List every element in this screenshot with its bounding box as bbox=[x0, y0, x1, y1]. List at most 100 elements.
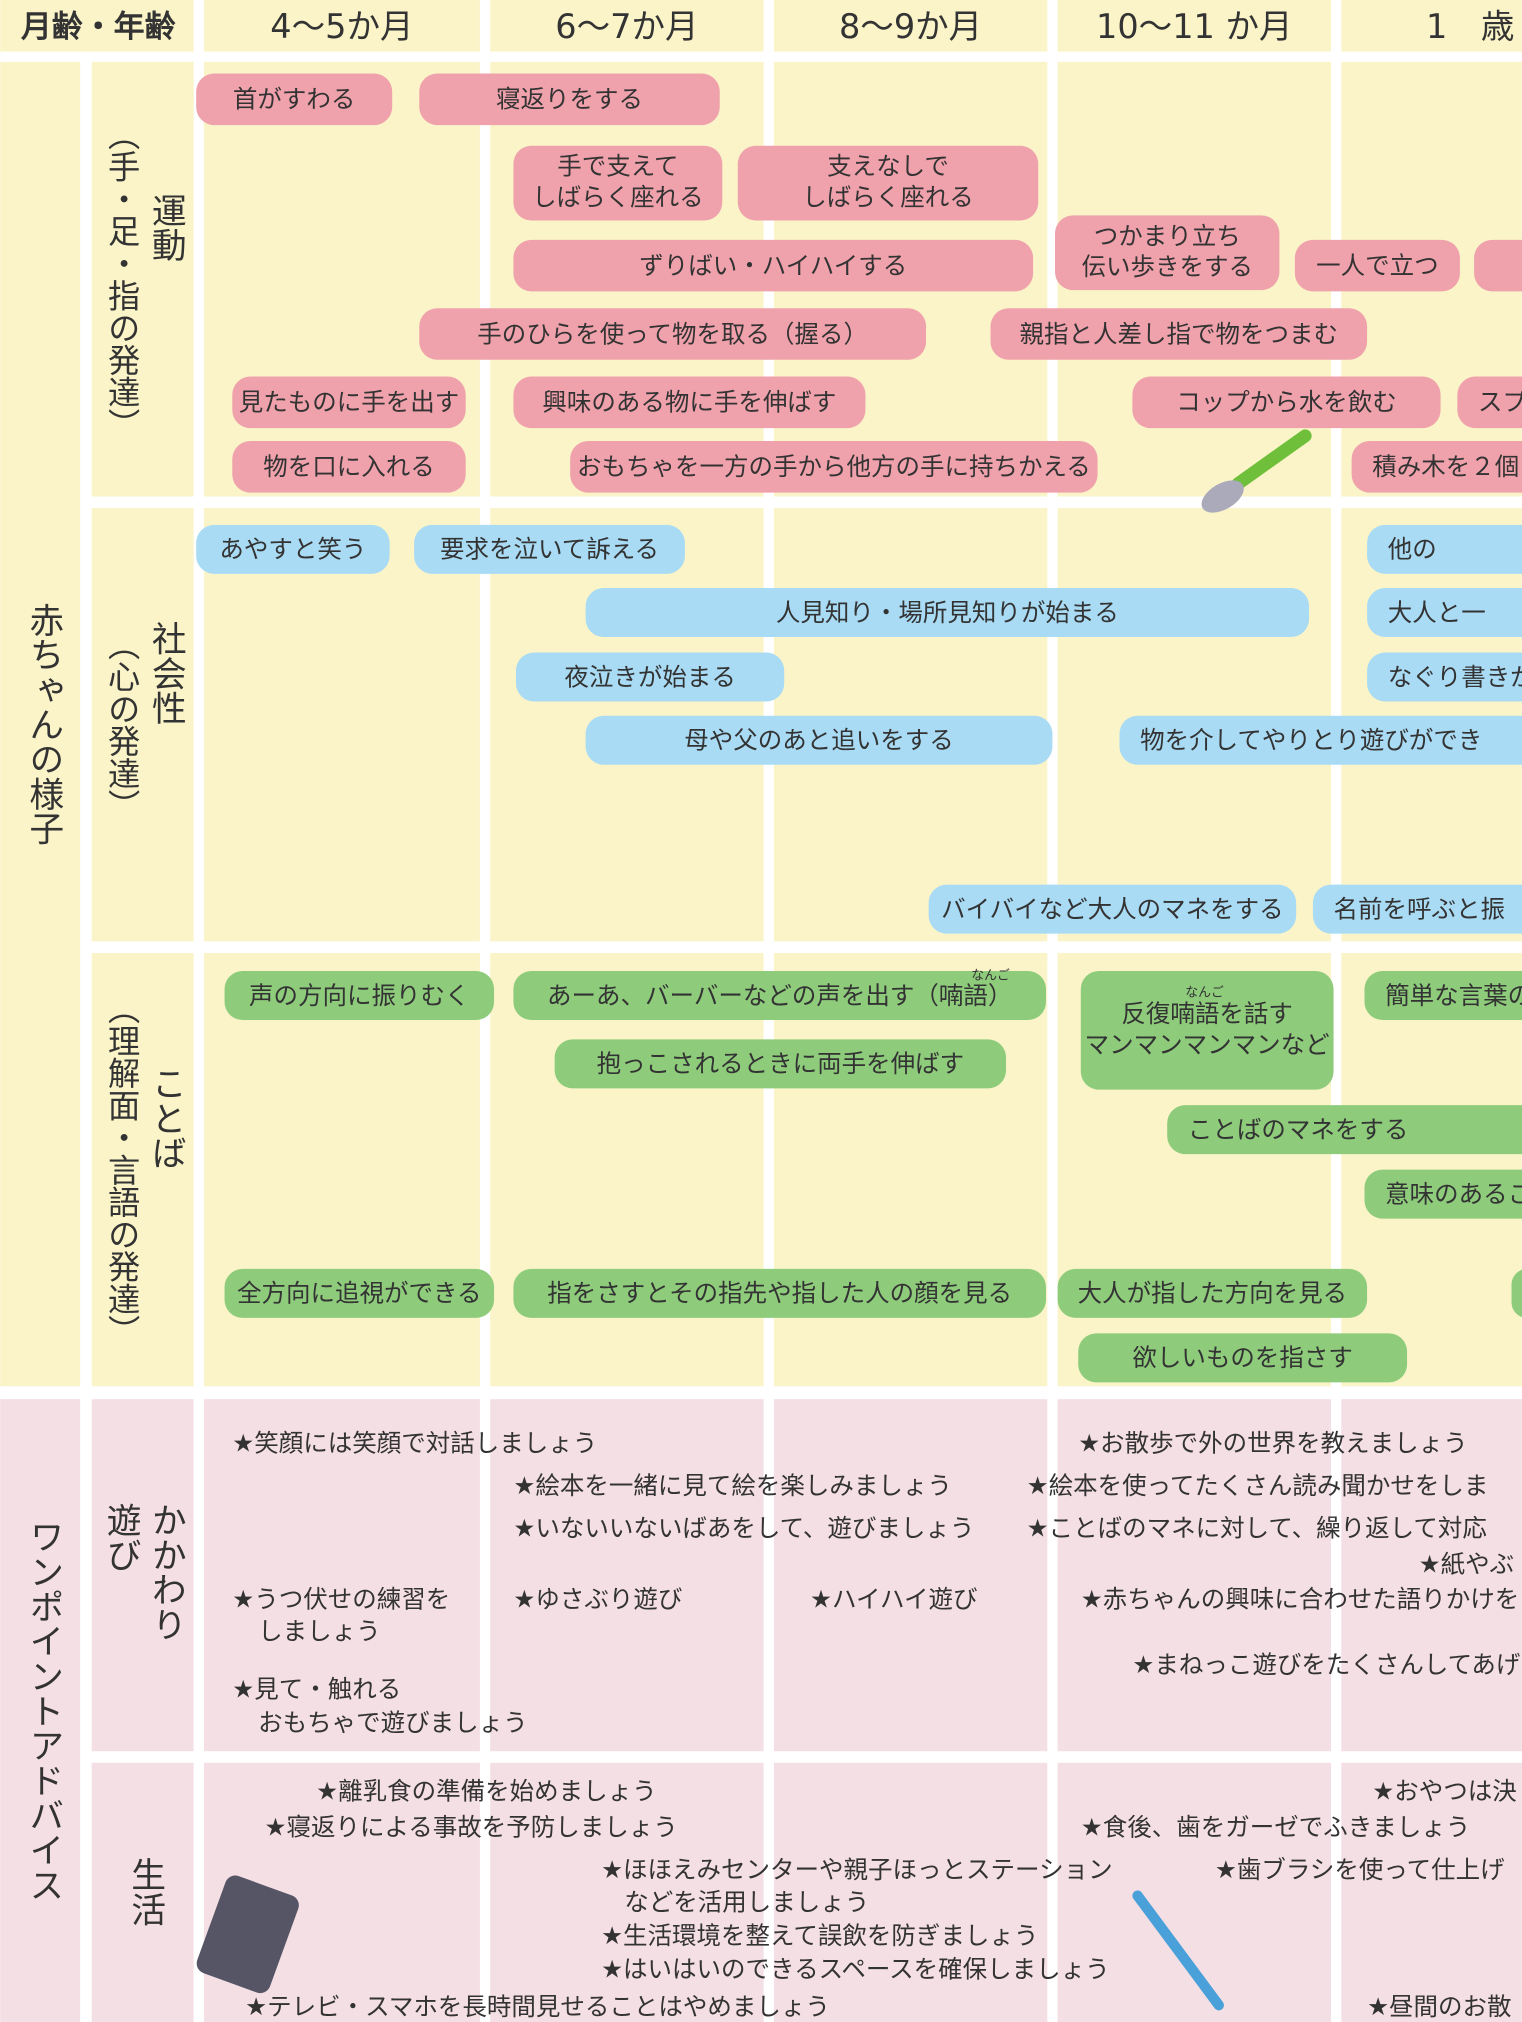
advice-text: ★テレビ・スマホを長時間見せることはやめましょう bbox=[245, 1992, 830, 2021]
advice-text: ★紙やぶ bbox=[1419, 1550, 1514, 1579]
toothbrush bbox=[1132, 1890, 1224, 2011]
row-title: 遊び bbox=[101, 1502, 141, 1572]
pill bbox=[419, 73, 720, 126]
advice-text: ★赤ちゃんの興味に合わせた語りかけをし bbox=[1081, 1584, 1522, 1613]
advice-text: ★昼間のお散 bbox=[1367, 1992, 1511, 2021]
pill-text: 親指と人差し指で物をつまむ bbox=[1020, 319, 1338, 348]
ruby: なんご bbox=[971, 968, 1010, 984]
pill-text: 意味のあること bbox=[1385, 1179, 1522, 1208]
pill-text: 声の方向に振りむく bbox=[249, 981, 470, 1010]
pill-text: あやすと笑う bbox=[219, 535, 366, 564]
pill bbox=[1367, 588, 1522, 638]
pill-text: 抱っこされるときに両手を伸ばす bbox=[597, 1049, 965, 1078]
pill bbox=[1057, 1268, 1368, 1318]
pill bbox=[585, 588, 1310, 638]
pill bbox=[224, 1268, 495, 1318]
advice-text: しましょう bbox=[258, 1617, 381, 1646]
advice-text: ★生活環境を整えて誤飲を防ぎましょう bbox=[601, 1921, 1038, 1950]
corner-label: 月齢・年齢 bbox=[21, 9, 176, 45]
pill bbox=[585, 715, 1053, 765]
pill bbox=[1078, 1333, 1408, 1383]
pill bbox=[737, 145, 1039, 221]
column-header: 8～9か月 bbox=[839, 7, 982, 46]
pill bbox=[1367, 524, 1522, 574]
pill-text: 欲しいものを指さす bbox=[1132, 1343, 1353, 1372]
advice-text: おもちゃで遊びましょう bbox=[258, 1708, 527, 1737]
pill bbox=[1364, 971, 1522, 1021]
pill bbox=[1132, 376, 1441, 429]
pill bbox=[990, 308, 1368, 360]
pill bbox=[232, 441, 466, 493]
pill bbox=[1055, 215, 1280, 291]
pill bbox=[1294, 239, 1460, 292]
pill bbox=[1364, 1169, 1522, 1219]
advice-text: ★ほほえみセンターや親子ほっとステーション bbox=[601, 1855, 1112, 1884]
advice-text: ★食後、歯をガーゼでふきましょう bbox=[1081, 1813, 1470, 1842]
row-title: 社会性 bbox=[146, 621, 186, 726]
pill-text: 他の bbox=[1388, 535, 1437, 564]
pill bbox=[1457, 376, 1522, 429]
pill bbox=[513, 145, 723, 221]
pill-text: 手で支えて bbox=[557, 152, 678, 181]
pill-text: なぐり書きが bbox=[1388, 662, 1522, 691]
pill bbox=[554, 1039, 1007, 1089]
row-title: ことば bbox=[146, 1066, 186, 1170]
pill bbox=[1167, 1105, 1522, 1155]
advice-text: ★おやつは決 bbox=[1372, 1776, 1516, 1805]
advice-text: ★まねっこ遊びをたくさんしてあげま bbox=[1132, 1650, 1522, 1679]
pill-text: しばらく座れる bbox=[802, 183, 973, 212]
advice-text: ★はいはいのできるスペースを確保しましょう bbox=[601, 1954, 1110, 1983]
pill bbox=[513, 1268, 1046, 1318]
advice-text: ★いないいないばあをして、遊びましょう bbox=[513, 1513, 974, 1542]
advice-text: ★歯ブラシを使って仕上げ bbox=[1215, 1855, 1505, 1884]
pill bbox=[414, 524, 685, 574]
advice-text: ★絵本を一緒に見て絵を楽しみましょう bbox=[513, 1471, 951, 1500]
column-header: 10～11 か月 bbox=[1096, 7, 1293, 46]
column-header: 6～7か月 bbox=[555, 7, 698, 46]
pill-text: 大人が指した方向を見る bbox=[1078, 1279, 1348, 1308]
row-title: 生活 bbox=[126, 1857, 166, 1927]
pill bbox=[232, 376, 466, 429]
row-subtitle: （心の発達） bbox=[103, 628, 141, 821]
advice-text: ★お散歩で外の世界を教えましょう bbox=[1078, 1428, 1467, 1457]
pill-text: 積み木を２個 bbox=[1372, 452, 1519, 481]
pill-text: スプ bbox=[1478, 388, 1522, 417]
section-label: ワンポイントアドバイス bbox=[24, 1519, 64, 1902]
pill bbox=[1080, 971, 1334, 1090]
phone bbox=[196, 1875, 299, 1994]
pill-text: 物を口に入れる bbox=[263, 452, 435, 481]
pill bbox=[419, 308, 927, 360]
advice-text: ★離乳食の準備を始めましょう bbox=[316, 1776, 656, 1805]
pill-text: コップから水を飲む bbox=[1176, 388, 1397, 417]
section-label: 赤ちゃんの様子 bbox=[24, 602, 64, 846]
pill bbox=[515, 652, 785, 702]
pill-text: つかまり立ち bbox=[1094, 221, 1241, 250]
pill-text: 全方向に追視ができる bbox=[237, 1279, 482, 1308]
pill-text: 首がすわる bbox=[233, 85, 355, 114]
pill-text: おもちゃを一方の手から他方の手に持ちかえる bbox=[577, 452, 1091, 481]
pill-text: バイバイなど大人のマネをする bbox=[941, 894, 1284, 923]
pill-text: ことばのマネをする bbox=[1188, 1115, 1409, 1144]
pill-text: 見たものに手を出す bbox=[239, 388, 460, 417]
pill bbox=[1367, 652, 1522, 702]
pill-text: 支えなしで bbox=[827, 152, 949, 181]
column-header: 1 歳 bbox=[1426, 7, 1514, 46]
pill-text: 要求を泣いて訴える bbox=[440, 535, 659, 564]
pill-text: マンマンマンマンなど bbox=[1085, 1030, 1330, 1059]
column-header: 4～5か月 bbox=[270, 7, 413, 46]
pill bbox=[1351, 441, 1522, 493]
pill-text: しばらく座れる bbox=[532, 183, 703, 212]
advice-text: ★寝返りによる事故を予防しましょう bbox=[265, 1813, 678, 1842]
advice-text: ★絵本を使ってたくさん読み聞かせをしま bbox=[1027, 1471, 1489, 1500]
pill-text: 反復喃語を話す bbox=[1121, 999, 1293, 1028]
pill bbox=[1312, 884, 1522, 934]
pill-text: 簡単な言葉の bbox=[1385, 981, 1522, 1010]
spoon bbox=[1201, 429, 1312, 513]
advice-text: ★ことばのマネに対して、繰り返して対応 bbox=[1027, 1513, 1487, 1542]
pill-text: 指をさすとその指先や指した人の顔を見る bbox=[547, 1279, 1012, 1308]
pill bbox=[570, 441, 1098, 493]
row-title: 運動 bbox=[146, 193, 186, 263]
row-subtitle: （手・足・指の発達） bbox=[103, 118, 141, 440]
